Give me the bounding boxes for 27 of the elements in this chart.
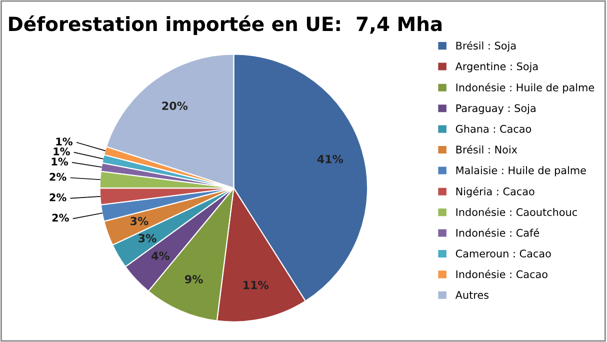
legend-label: Indonésie : Café <box>456 228 540 237</box>
legend-label: Malaisie : Huile de palme <box>456 166 586 176</box>
chart-title: Déforestation importée en UE: 7,4 Mha <box>9 15 442 35</box>
legend-label: Paraguay : Soja <box>456 104 536 114</box>
legend-label: Nigéria : Cacao <box>456 186 534 198</box>
data-label: 4% <box>152 252 170 260</box>
legend-label: Brésil : Soja <box>456 41 516 52</box>
legend-label: Ghana : Cacao <box>456 124 532 133</box>
data-label: 20% <box>162 102 188 110</box>
data-label: 2% <box>50 193 66 202</box>
data-label: 3% <box>138 234 156 242</box>
data-label: 9% <box>184 275 203 284</box>
data-label: 41% <box>317 154 344 164</box>
legend-label: Argentine : Soja <box>455 62 538 72</box>
legend-label: Indonésie : Caoutchouc <box>456 208 577 216</box>
data-label: 1% <box>56 138 72 146</box>
data-label: 3% <box>130 216 148 226</box>
legend-label: Indonésie : Huile de palme <box>456 82 594 94</box>
data-label: 2% <box>50 172 66 181</box>
legend-label: Brésil : Noix <box>456 145 518 154</box>
legend-label: Cameroun : Cacao <box>456 250 551 258</box>
data-label: 1% <box>54 148 70 156</box>
data-label: 11% <box>244 280 269 290</box>
data-label: 2% <box>52 214 69 222</box>
data-label: 1% <box>52 158 68 166</box>
legend-label: Autres <box>455 291 489 299</box>
legend-label: Indonésie : Cacao <box>456 270 548 278</box>
